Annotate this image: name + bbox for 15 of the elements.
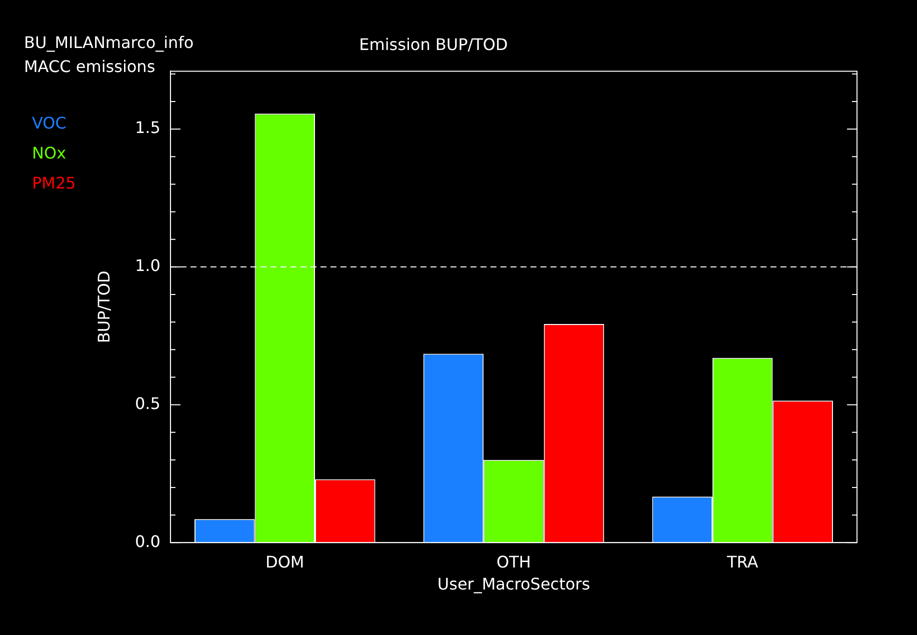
x-tick-label: TRA xyxy=(726,552,758,572)
y-tick-label: 0.0 xyxy=(135,532,160,551)
x-axis-title: User_MacroSectors xyxy=(437,574,590,594)
chart-title: Emission BUP/TOD xyxy=(359,34,508,54)
text: NOx xyxy=(32,144,66,163)
text: BU_MILANmarco_info xyxy=(24,33,194,52)
text: PM25 xyxy=(32,174,76,193)
y-tick-label: 1.5 xyxy=(135,118,160,138)
y-tick-label: 1.0 xyxy=(135,256,160,276)
text: VOC xyxy=(32,114,66,133)
x-tick-label: DOM xyxy=(266,552,304,572)
y-axis-title: BUP/TOD xyxy=(94,270,114,344)
text: MACC emissions xyxy=(24,57,156,76)
x-tick-label: OTH xyxy=(496,552,531,572)
y-tick-label: 0.5 xyxy=(135,394,160,413)
